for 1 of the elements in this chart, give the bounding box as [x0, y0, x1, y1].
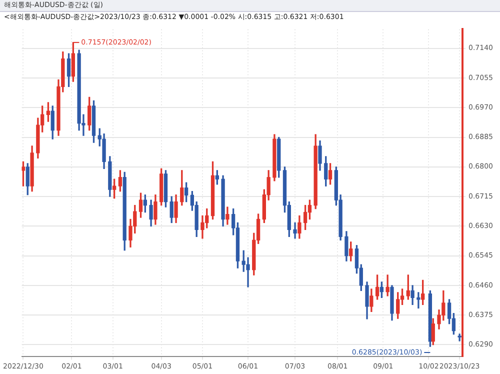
candlestick [416, 292, 420, 308]
